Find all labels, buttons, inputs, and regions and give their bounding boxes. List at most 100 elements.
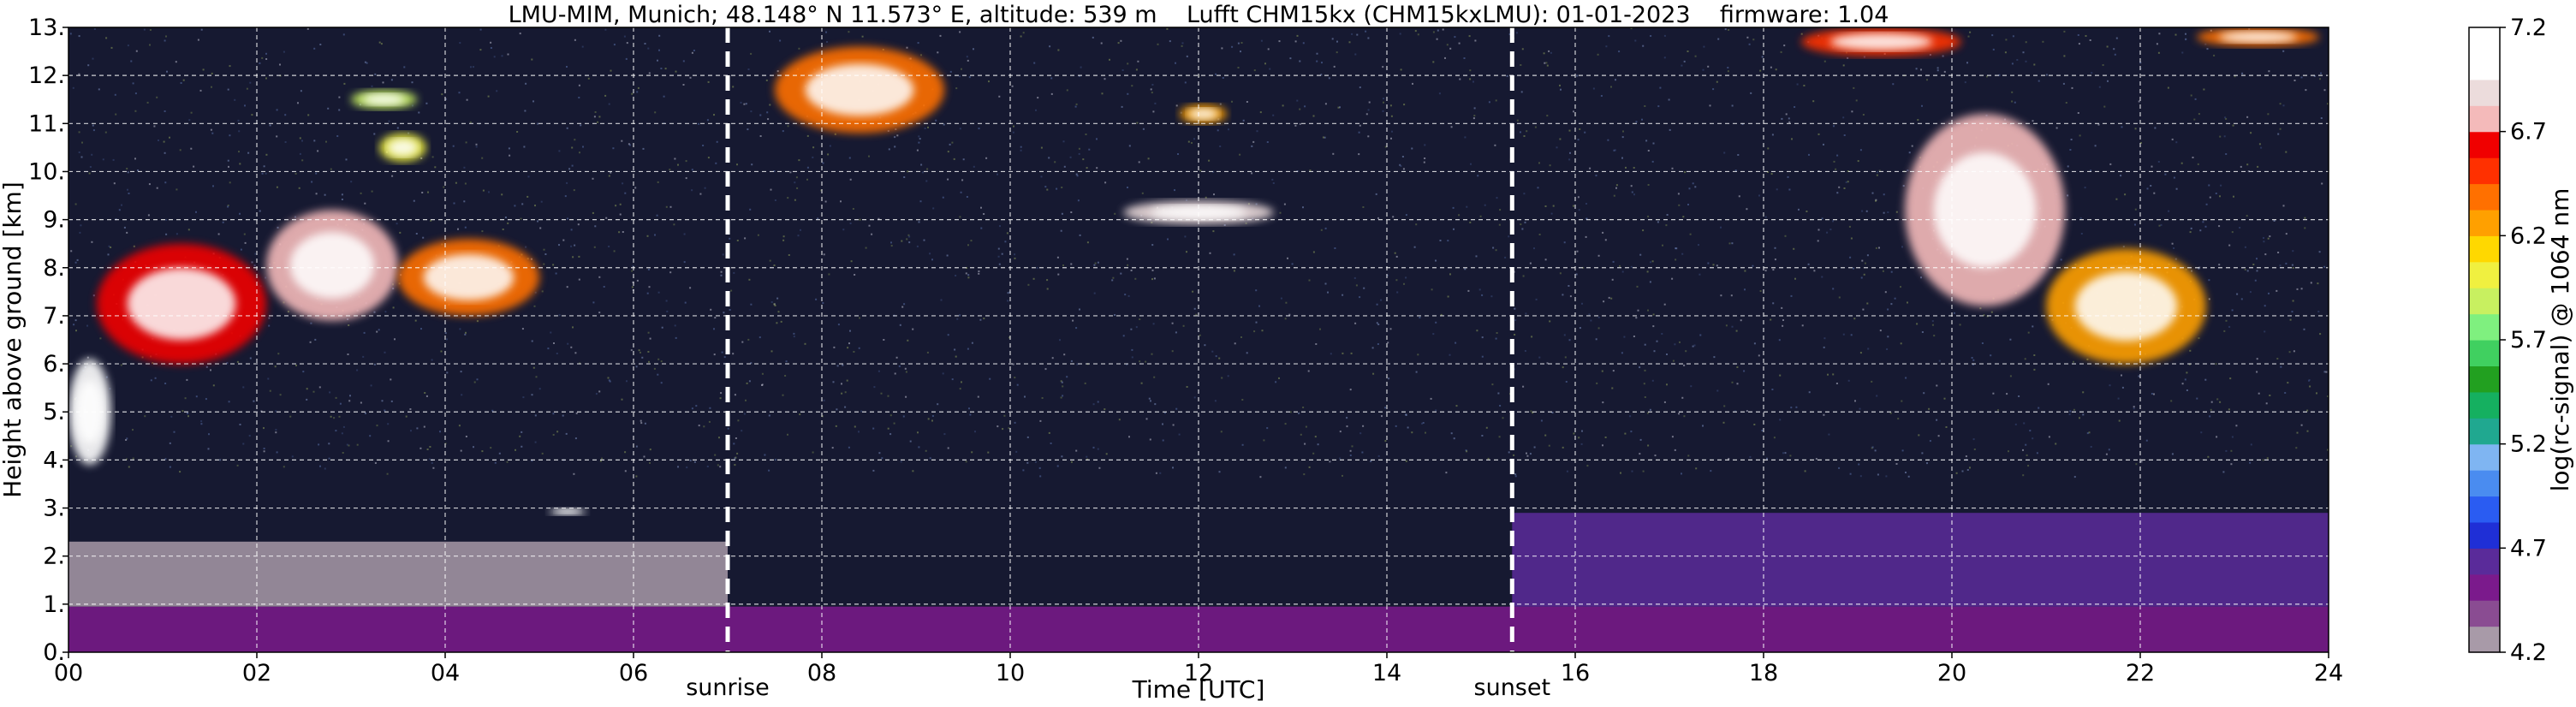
noise-speck xyxy=(516,131,519,133)
noise-speck xyxy=(1590,319,1592,322)
noise-speck xyxy=(769,259,771,262)
noise-speck xyxy=(87,64,90,67)
y-tick-label: 6. xyxy=(43,351,65,377)
noise-speck xyxy=(1458,42,1461,45)
noise-speck xyxy=(1652,325,1655,328)
noise-speck xyxy=(669,169,671,171)
noise-speck xyxy=(381,400,384,402)
noise-speck xyxy=(508,147,510,150)
aerosol-layer xyxy=(1512,513,2329,607)
noise-speck xyxy=(1303,473,1306,476)
noise-speck xyxy=(1621,352,1623,354)
noise-speck xyxy=(1522,275,1525,277)
noise-speck xyxy=(93,28,96,30)
noise-speck xyxy=(1367,135,1370,138)
noise-speck xyxy=(1086,167,1088,169)
noise-speck xyxy=(1699,334,1702,336)
noise-speck xyxy=(1901,449,1904,452)
noise-speck xyxy=(384,311,387,313)
noise-speck xyxy=(1449,354,1451,356)
noise-speck xyxy=(1075,173,1078,175)
noise-speck xyxy=(1815,458,1817,460)
y-tick-label: 1. xyxy=(43,591,65,618)
noise-speck xyxy=(868,155,870,157)
noise-speck xyxy=(765,79,768,81)
noise-speck xyxy=(1086,241,1089,244)
noise-speck xyxy=(78,152,80,153)
noise-speck xyxy=(207,448,210,450)
noise-speck xyxy=(770,188,772,191)
noise-speck xyxy=(1150,400,1151,402)
noise-speck xyxy=(1808,153,1810,156)
noise-speck xyxy=(1403,104,1406,106)
noise-speck xyxy=(1652,313,1655,316)
noise-speck xyxy=(1508,235,1510,238)
x-tick-label: 16 xyxy=(1561,660,1590,686)
noise-speck xyxy=(1349,449,1352,452)
noise-speck xyxy=(143,28,146,31)
noise-speck xyxy=(1953,312,1955,314)
noise-speck xyxy=(1384,407,1387,409)
noise-speck xyxy=(1155,472,1157,474)
noise-speck xyxy=(947,178,949,181)
noise-speck xyxy=(942,196,944,199)
noise-speck xyxy=(265,58,268,60)
noise-speck xyxy=(1645,140,1648,142)
noise-speck xyxy=(881,457,883,460)
noise-speck xyxy=(463,200,466,203)
noise-speck xyxy=(1275,381,1277,383)
noise-speck xyxy=(1269,68,1271,70)
noise-speck xyxy=(979,318,982,321)
noise-speck xyxy=(1175,104,1178,107)
noise-speck xyxy=(931,419,933,422)
noise-speck xyxy=(341,432,343,435)
noise-speck xyxy=(2113,48,2115,50)
noise-speck xyxy=(134,92,137,95)
noise-speck xyxy=(210,369,211,371)
noise-speck xyxy=(1438,92,1441,95)
noise-speck xyxy=(955,355,957,358)
noise-speck xyxy=(1312,115,1315,117)
noise-speck xyxy=(2292,300,2294,302)
noise-speck xyxy=(1239,153,1241,156)
noise-speck xyxy=(1382,66,1384,68)
noise-speck xyxy=(1445,472,1448,474)
noise-speck xyxy=(2265,402,2268,405)
noise-speck xyxy=(1538,234,1541,235)
noise-speck xyxy=(779,39,782,42)
noise-speck xyxy=(768,414,770,417)
noise-speck xyxy=(973,165,975,168)
noise-speck xyxy=(1320,229,1323,231)
noise-speck xyxy=(1883,193,1885,196)
noise-speck xyxy=(464,226,467,229)
noise-speck xyxy=(92,57,94,60)
noise-speck xyxy=(521,328,524,330)
noise-speck xyxy=(1931,320,1934,323)
noise-speck xyxy=(426,449,429,450)
noise-speck xyxy=(750,52,753,55)
noise-speck xyxy=(1128,436,1130,438)
noise-speck xyxy=(2224,116,2227,119)
noise-speck xyxy=(806,134,809,137)
noise-speck xyxy=(443,186,445,188)
noise-speck xyxy=(723,356,726,359)
cloud-core xyxy=(76,380,104,444)
noise-speck xyxy=(737,419,740,422)
noise-speck xyxy=(158,140,159,141)
noise-speck xyxy=(1044,368,1047,371)
noise-speck xyxy=(345,158,348,161)
noise-speck xyxy=(1004,241,1007,243)
noise-speck xyxy=(2069,149,2072,151)
noise-speck xyxy=(2025,60,2027,62)
noise-speck xyxy=(965,460,967,463)
noise-speck xyxy=(2022,449,2024,451)
noise-speck xyxy=(1187,140,1190,143)
noise-speck xyxy=(665,300,668,302)
noise-speck xyxy=(1142,128,1145,130)
noise-speck xyxy=(1681,472,1682,475)
noise-speck xyxy=(1545,62,1548,64)
noise-speck xyxy=(1652,142,1655,145)
noise-speck xyxy=(564,195,567,198)
noise-speck xyxy=(1403,282,1405,285)
